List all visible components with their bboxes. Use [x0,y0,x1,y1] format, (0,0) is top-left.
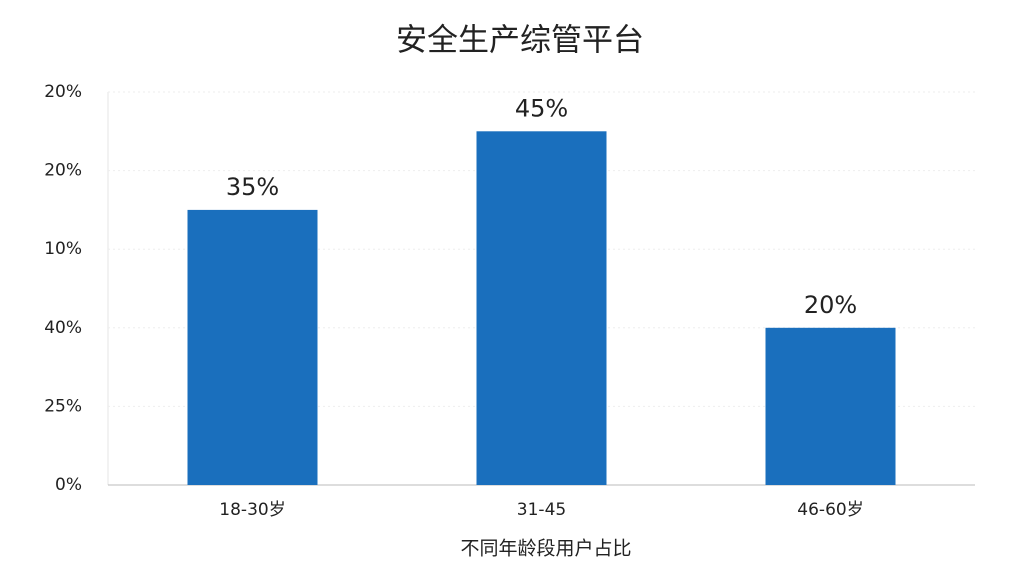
y-tick-label: 0% [55,475,82,495]
x-tick-label: 31-45 [517,500,566,520]
x-axis-label: 不同年龄段用户占比 [460,538,631,560]
bar [765,327,896,485]
y-tick-label: 25% [44,396,82,416]
bar [476,131,607,486]
value-label: 45% [515,94,568,122]
x-tick-label: 18-30岁 [219,500,285,520]
bar [187,209,318,485]
y-tick-label: 20% [44,82,82,102]
x-tick-label: 46-60岁 [797,500,863,520]
y-tick-label: 40% [44,318,82,338]
value-label: 20% [804,291,857,319]
value-label: 35% [226,173,279,201]
y-tick-label: 20% [44,161,82,181]
chart-title: 安全生产综管平台 [396,23,644,59]
y-tick-label: 10% [44,239,82,259]
